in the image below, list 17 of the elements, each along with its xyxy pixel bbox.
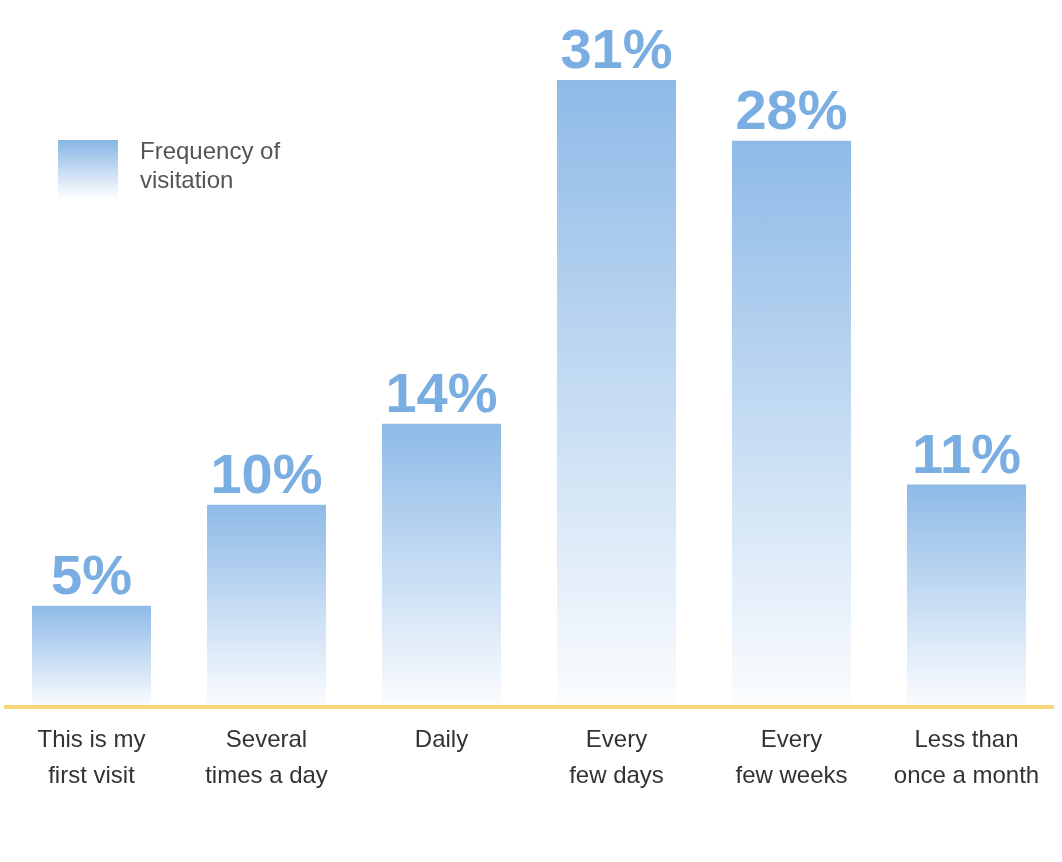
x-tick-label: Less than once a month (893, 725, 1040, 788)
data-label: 31% (560, 17, 673, 80)
x-tick-label: This is my first visit (37, 725, 146, 788)
x-tick-label: Daily (414, 725, 469, 752)
x-tick-label: Every few weeks (735, 725, 848, 788)
data-label: 10% (210, 441, 323, 505)
bar (207, 504, 326, 707)
data-label: 11% (912, 421, 1021, 485)
bar (907, 484, 1026, 707)
data-label: 28% (735, 77, 848, 141)
bar (32, 605, 151, 707)
x-tick-label: Every few days (569, 725, 664, 788)
bar (382, 423, 501, 707)
text: Frequency of visitation (140, 136, 281, 194)
data-label: 14% (385, 360, 498, 424)
x-tick-label: Several times a day (205, 725, 328, 788)
data-label: 5% (51, 542, 132, 606)
